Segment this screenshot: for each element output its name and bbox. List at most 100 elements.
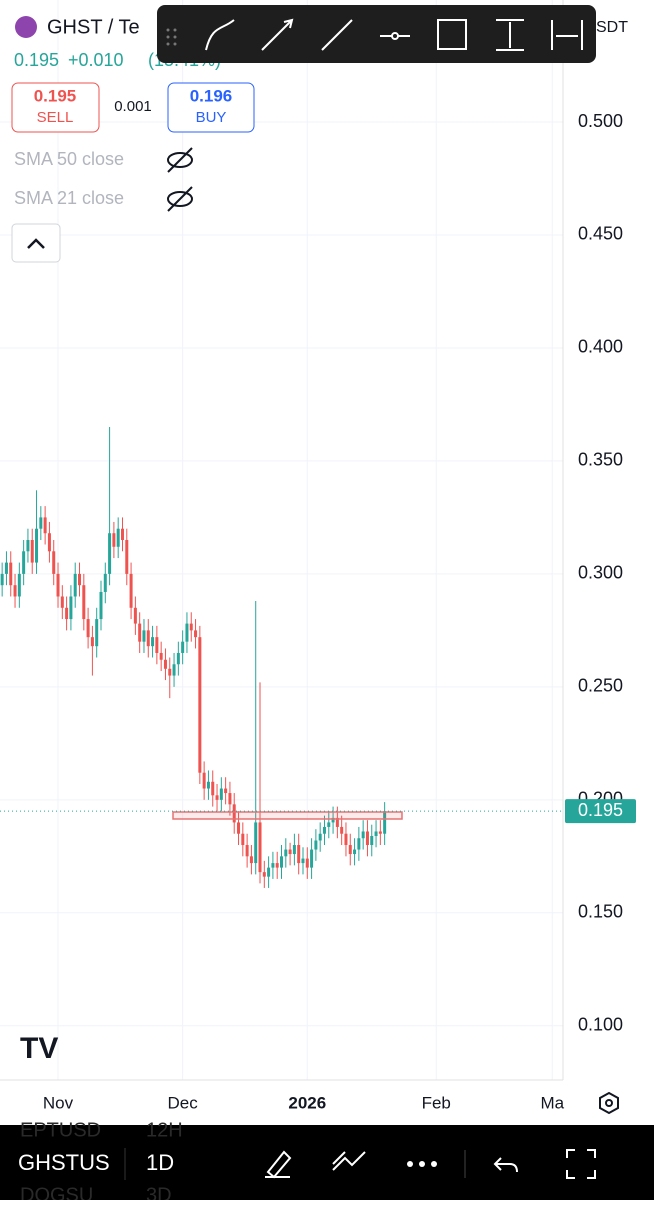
quote-currency: SDT (596, 19, 628, 36)
buy-button[interactable] (167, 82, 255, 133)
more-button[interactable] (407, 1161, 437, 1167)
candle-body (241, 833, 245, 846)
quote-box[interactable] (596, 10, 648, 44)
draw-button[interactable] (265, 1150, 292, 1179)
candle-body (365, 831, 369, 846)
undo-button[interactable] (493, 1157, 518, 1173)
candle-body (86, 619, 90, 638)
candle-body (305, 858, 309, 868)
candle-body (151, 637, 155, 647)
candle-body (331, 817, 335, 823)
candle-body (254, 822, 258, 864)
buy-price: 0.196 (190, 86, 233, 105)
date-range-tool[interactable] (551, 20, 583, 50)
candle-body (267, 867, 271, 877)
candle-body (219, 788, 223, 800)
candle-body (52, 551, 56, 574)
trend-line-tool[interactable] (321, 19, 353, 51)
y-tick-label: 0.500 (578, 111, 623, 131)
candle-body (112, 533, 116, 547)
candle-body (370, 835, 374, 846)
price: 0.195 (14, 50, 59, 70)
rectangle-tool[interactable] (437, 19, 467, 50)
candle-body (245, 845, 249, 857)
candle-body (189, 623, 193, 631)
candle-body (181, 641, 185, 653)
candle-body (4, 562, 8, 574)
curve-tool[interactable] (205, 19, 235, 51)
candle-body (271, 863, 275, 868)
indicators-button[interactable] (332, 1151, 366, 1171)
candle-body (125, 540, 129, 574)
candle-body (82, 585, 86, 620)
next-interval: 3D (146, 1184, 172, 1200)
candle-body (103, 573, 107, 592)
candle-body (0, 573, 4, 586)
candle-body (60, 596, 64, 608)
candle-body (288, 849, 292, 855)
candle-body (155, 637, 159, 653)
x-tick-label: Feb (422, 1093, 451, 1112)
drag-handle[interactable] (166, 28, 177, 46)
candle-body (275, 863, 279, 868)
candle-body (310, 849, 314, 868)
candle-body (17, 573, 21, 597)
sell-label: SELL (37, 109, 74, 126)
interval-selector[interactable]: 1D (146, 1150, 174, 1175)
candle-body (340, 826, 344, 834)
drawing-toolbar (157, 5, 596, 63)
y-tick-label: 0.300 (578, 563, 623, 583)
sell-button[interactable] (11, 82, 100, 133)
symbol[interactable]: GHST / Te (47, 16, 140, 38)
candle-body (13, 585, 17, 597)
hidden-icon[interactable] (167, 186, 193, 212)
candle-body (163, 659, 167, 669)
candle-body (301, 858, 305, 864)
y-tick-label: 0.100 (578, 1015, 623, 1035)
candle-body (361, 831, 365, 839)
candle-body (335, 817, 339, 827)
price-range-tool[interactable] (496, 19, 524, 51)
candle-body (9, 562, 13, 586)
y-tick-label: 0.150 (578, 902, 623, 922)
candle-body (357, 838, 361, 850)
collapse-button[interactable] (11, 223, 61, 263)
candle-body (284, 849, 288, 857)
candle-body (224, 788, 228, 794)
candle-body (116, 528, 120, 547)
candle-body (297, 845, 301, 864)
indicator[interactable]: SMA 21 close (14, 188, 124, 208)
horizontal-line-node (391, 32, 399, 40)
next-symbol: DOGSU (20, 1184, 93, 1200)
y-tick-label: 0.450 (578, 224, 623, 244)
candle-body (146, 630, 150, 647)
settings-icon[interactable] (599, 1091, 619, 1115)
fullscreen-button[interactable] (566, 1149, 596, 1179)
candle-body (39, 517, 43, 529)
y-tick-label: 0.400 (578, 337, 623, 357)
candle-body (348, 845, 352, 855)
hidden-icon[interactable] (167, 147, 193, 173)
candle-body (314, 840, 318, 850)
candle-body (383, 811, 387, 834)
arrow-tool[interactable] (261, 18, 294, 51)
candle-body (56, 573, 60, 597)
symbol-selector[interactable]: GHSTUS (18, 1150, 110, 1175)
candle-body (30, 540, 34, 563)
candle-body (249, 856, 253, 864)
last-price-box (565, 799, 636, 824)
candle-body (138, 623, 142, 642)
candle-body (95, 619, 99, 647)
candle-body (279, 856, 284, 868)
candle-body (69, 596, 73, 620)
candle-body (159, 652, 163, 660)
candle-body (133, 607, 137, 624)
candle-body (211, 781, 215, 796)
candle-body (237, 822, 241, 834)
candle-body (99, 591, 103, 620)
candle-body (258, 822, 262, 873)
indicator[interactable]: SMA 50 close (14, 149, 124, 169)
candle-body (322, 826, 326, 834)
drawn-rectangle[interactable] (172, 811, 403, 820)
